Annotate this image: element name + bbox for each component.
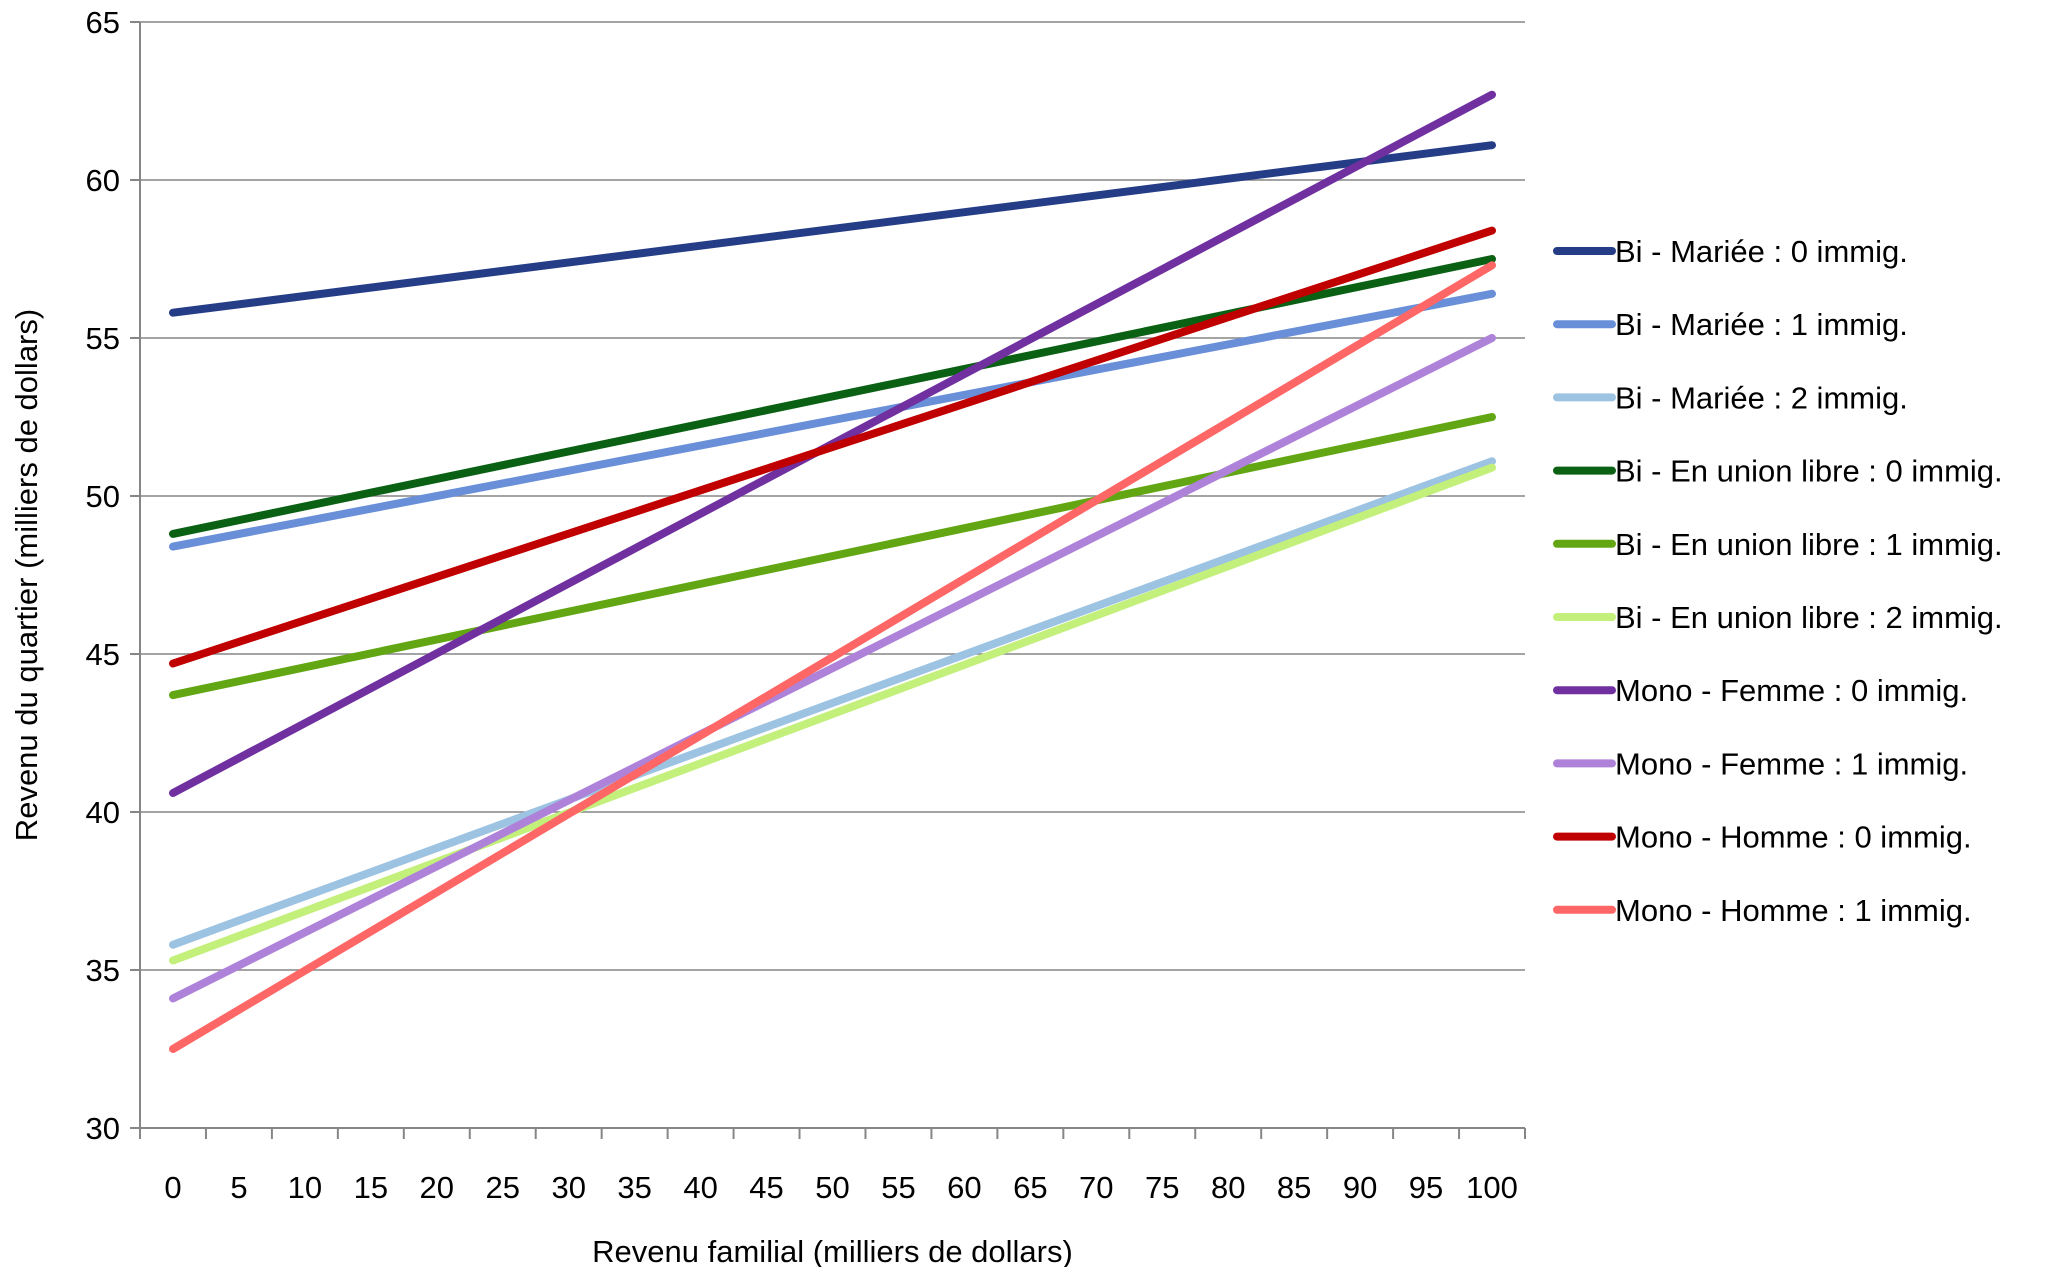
x-tick-label: 100 — [1466, 1170, 1518, 1205]
x-tick-label: 80 — [1211, 1170, 1245, 1205]
series-line-4 — [169, 255, 1496, 538]
y-tick-label: 45 — [86, 637, 120, 672]
x-tick-label: 40 — [683, 1170, 717, 1205]
legend-label: Bi - En union libre : 1 immig. — [1615, 527, 2003, 562]
x-tick-label: 5 — [230, 1170, 247, 1205]
x-tick-label: 60 — [947, 1170, 981, 1205]
legend-item: Mono - Femme : 1 immig. — [1553, 746, 1968, 781]
y-tick-label: 30 — [86, 1111, 120, 1146]
legend-label: Mono - Homme : 0 immig. — [1615, 820, 1972, 855]
x-tick-label: 75 — [1145, 1170, 1179, 1205]
legend-item: Mono - Homme : 1 immig. — [1553, 893, 1972, 928]
y-tick-label: 35 — [86, 953, 120, 988]
y-axis-ticks: 30 35 40 45 50 55 60 65 — [86, 5, 140, 1146]
x-tick-label: 65 — [1013, 1170, 1047, 1205]
legend-item: Bi - Mariée : 2 immig. — [1553, 380, 1908, 415]
legend: Bi - Mariée : 0 immig. Bi - Mariée : 1 im… — [1553, 234, 2003, 928]
x-tick-label: 95 — [1409, 1170, 1443, 1205]
y-tick-label: 65 — [86, 5, 120, 40]
series-line-8 — [169, 334, 1496, 1003]
x-tick-label: 10 — [288, 1170, 322, 1205]
x-tick-label: 90 — [1343, 1170, 1377, 1205]
x-axis-ticks: 0 5 10 15 20 25 30 35 40 45 50 55 60 65 70 75 80 85 90 95 10… — [139, 1128, 1526, 1205]
x-tick-label: 85 — [1277, 1170, 1311, 1205]
legend-item: Bi - Mariée : 0 immig. — [1553, 234, 1908, 269]
legend-item: Mono - Homme : 0 immig. — [1553, 820, 1972, 855]
x-tick-label: 55 — [881, 1170, 915, 1205]
legend-label: Bi - En union libre : 0 immig. — [1615, 454, 2003, 489]
legend-label: Bi - Mariée : 1 immig. — [1615, 307, 1908, 342]
legend-item: Bi - En union libre : 1 immig. — [1553, 527, 2003, 562]
y-tick-label: 50 — [86, 479, 120, 514]
legend-item: Bi - En union libre : 2 immig. — [1553, 600, 2003, 635]
legend-label: Mono - Homme : 1 immig. — [1615, 893, 1972, 928]
legend-label: Mono - Femme : 0 immig. — [1615, 673, 1968, 708]
series-line-6 — [169, 463, 1496, 965]
legend-label: Mono - Femme : 1 immig. — [1615, 746, 1968, 781]
series-lines — [169, 90, 1496, 1053]
legend-item: Bi - Mariée : 1 immig. — [1553, 307, 1908, 342]
series-line-3 — [169, 457, 1496, 949]
y-tick-label: 55 — [86, 321, 120, 356]
legend-item: Mono - Femme : 0 immig. — [1553, 673, 1968, 708]
series-line-10 — [169, 261, 1496, 1053]
x-tick-label: 45 — [749, 1170, 783, 1205]
x-tick-label: 15 — [354, 1170, 388, 1205]
x-tick-label: 25 — [486, 1170, 520, 1205]
x-axis-title: Revenu familial (milliers de dollars) — [592, 1234, 1073, 1267]
legend-label: Bi - En union libre : 2 immig. — [1615, 600, 2003, 635]
series-line-1 — [169, 141, 1496, 317]
y-axis-title: Revenu du quartier (milliers de dollars) — [9, 309, 44, 841]
legend-label: Bi - Mariée : 0 immig. — [1615, 234, 1908, 269]
x-tick-label: 30 — [551, 1170, 585, 1205]
series-line-9 — [169, 226, 1496, 668]
legend-label: Bi - Mariée : 2 immig. — [1615, 380, 1908, 415]
y-tick-label: 40 — [86, 795, 120, 830]
x-tick-label: 0 — [164, 1170, 181, 1205]
legend-item: Bi - En union libre : 0 immig. — [1553, 454, 2003, 489]
series-line-5 — [169, 413, 1496, 700]
y-tick-label: 60 — [86, 163, 120, 198]
axes — [139, 22, 1525, 1129]
series-line-2 — [169, 289, 1496, 551]
x-tick-label: 70 — [1079, 1170, 1113, 1205]
x-tick-label: 50 — [815, 1170, 849, 1205]
x-tick-label: 20 — [420, 1170, 454, 1205]
x-tick-label: 35 — [617, 1170, 651, 1205]
